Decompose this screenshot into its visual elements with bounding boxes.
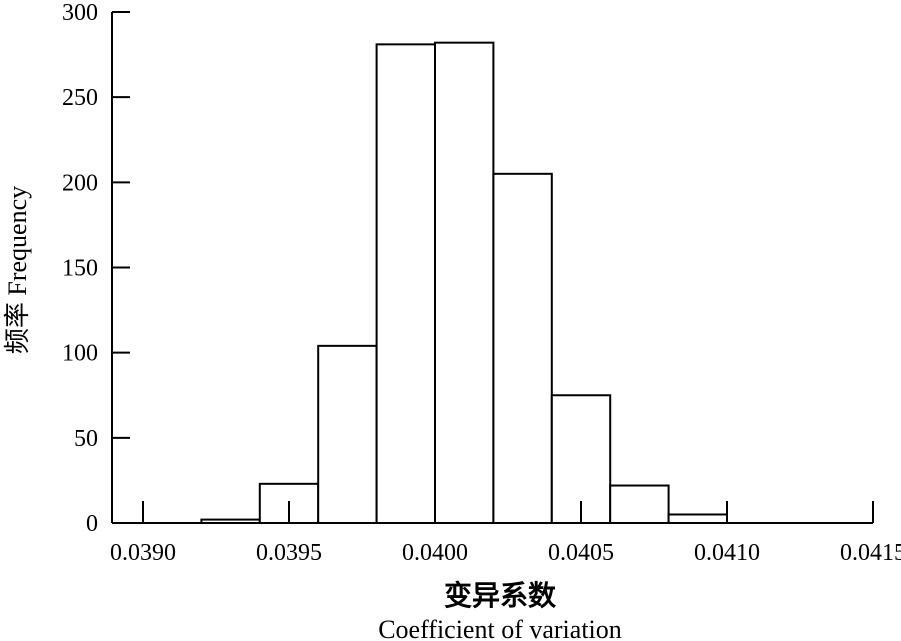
x-axis-title-english: Coefficient of variation [378,615,622,641]
x-tick-label: 0.0390 [110,540,176,566]
histogram-bar [434,41,495,524]
x-tick-label: 0.0395 [256,540,322,566]
y-axis-title: 频率 Frequency [3,186,32,354]
y-tick-label: 200 [62,170,98,196]
histogram-bar [667,513,728,524]
bars-group [200,41,728,525]
y-tick-label: 50 [74,426,98,452]
x-tick-label: 0.0410 [694,540,760,566]
x-axis-title: 变异系数 [444,579,557,612]
y-tick-label: 0 [86,511,98,537]
histogram-bar [492,172,553,524]
histogram-bar [317,344,378,524]
histogram-bar [609,484,670,524]
x-tick-label: 0.0415 [840,540,901,566]
y-tick-label: 250 [62,85,98,111]
histogram-bar [375,43,437,525]
y-tick-label: 100 [62,341,98,367]
y-tick-label: 300 [62,0,98,26]
x-tick-label: 0.0400 [402,540,468,566]
ticks-group: 0 50 100 150 200 250 300 0.0390 0.0395 0.0400 0.04… [62,0,901,566]
y-tick-label: 150 [62,256,98,282]
x-tick-label: 0.0405 [548,540,614,566]
